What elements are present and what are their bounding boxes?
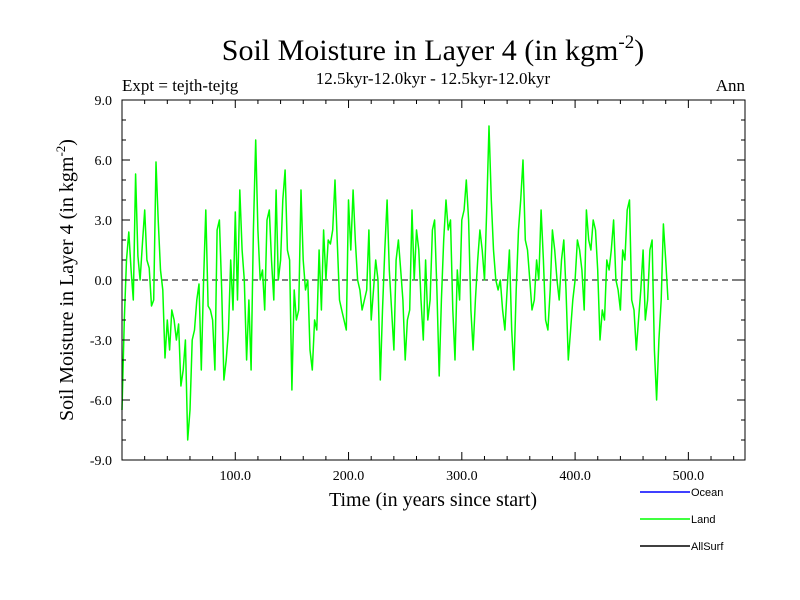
series-line-land — [121, 125, 669, 441]
chart-title-close: ) — [634, 34, 644, 67]
x-tick-label: 200.0 — [333, 469, 365, 484]
chart-subtitle: 12.5kyr-12.0kyr - 12.5kyr-12.0kyr — [316, 69, 551, 88]
x-tick-label: 100.0 — [220, 469, 252, 484]
y-axis-title: Soil Moisture in Layer 4 (in kgm-2) — [53, 139, 78, 421]
legend-label-allsurf: AllSurf — [691, 541, 724, 553]
y-axis-title-close: ) — [56, 139, 78, 146]
legend-label-land: Land — [691, 514, 715, 526]
y-tick-label: 6.0 — [95, 154, 113, 169]
y-tick-label: -9.0 — [90, 454, 112, 469]
series-layer — [121, 125, 669, 441]
experiment-label: Expt = tejth-tejtg — [122, 76, 239, 95]
season-label: Ann — [716, 76, 746, 95]
y-tick-label: 3.0 — [95, 214, 113, 229]
y-axis-title-text: Soil Moisture in Layer 4 (in kgm — [56, 156, 78, 421]
y-tick-label: 0.0 — [95, 274, 113, 289]
axes-layer: 100.0 200.0 300.0 400.0 500.0 -9.0 -6.0 -3.0 0.0… — [90, 94, 746, 484]
y-axis-title-superscript: -2 — [53, 146, 68, 157]
y-tick-label: 9.0 — [95, 94, 113, 109]
chart-title-text: Soil Moisture in Layer 4 (in kgm — [222, 34, 619, 67]
legend-label-ocean: Ocean — [691, 487, 723, 499]
y-tick-label: -3.0 — [90, 334, 112, 349]
x-tick-label: 400.0 — [559, 469, 591, 484]
x-tick-label: 300.0 — [446, 469, 478, 484]
chart-title: Soil Moisture in Layer 4 (in kgm-2) — [222, 32, 644, 67]
legend: Ocean Land AllSurf — [640, 487, 724, 553]
chart-title-superscript: -2 — [618, 32, 634, 53]
y-tick-label: -6.0 — [90, 394, 112, 409]
x-tick-label: 500.0 — [673, 469, 705, 484]
x-axis-title: Time (in years since start) — [329, 489, 537, 511]
